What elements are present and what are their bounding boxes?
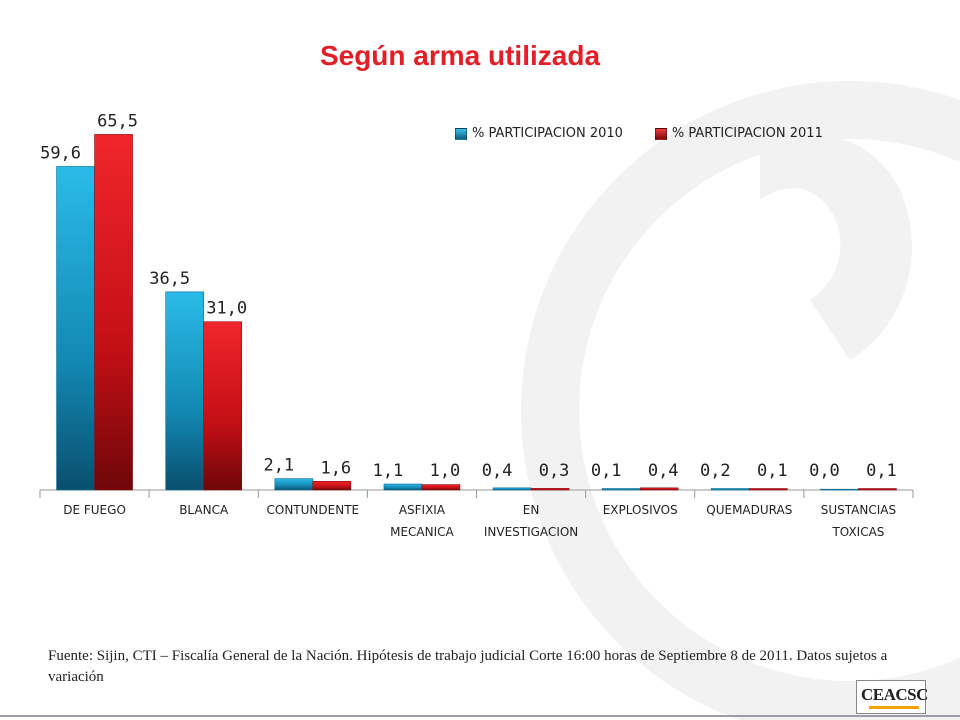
data-label-2010-0: 59,6: [40, 143, 81, 163]
category-label-4-1: INVESTIGACION: [484, 525, 578, 539]
data-label-2011-7: 0,1: [866, 461, 897, 481]
category-label-3-0: ASFIXIA: [399, 503, 446, 517]
data-label-2011-3: 1,0: [430, 461, 461, 481]
legend-label-2011: % PARTICIPACION 2011: [671, 126, 823, 141]
ceacsc-logo: CEACSC: [856, 680, 928, 714]
bar-2010-2: [274, 478, 314, 491]
bar-2010-5: [601, 488, 641, 491]
category-label-2-0: CONTUNDENTE: [267, 503, 360, 517]
data-label-2011-5: 0,4: [648, 461, 679, 481]
bar-2011-1: [203, 321, 242, 491]
bar-2011-7: [858, 488, 897, 491]
legend-item-2011: % PARTICIPACION 2011: [654, 126, 823, 141]
bar-2011-3: [421, 484, 461, 491]
bar-2010-1: [165, 291, 204, 491]
category-label-4-0: EN: [523, 503, 540, 517]
data-label-2010-7: 0,0: [809, 461, 840, 481]
data-label-2010-3: 1,1: [373, 461, 404, 481]
data-label-2011-0: 65,5: [97, 111, 138, 131]
legend-swatch-2010: [455, 127, 467, 140]
bar-2010-3: [383, 483, 423, 491]
category-label-0-0: DE FUEGO: [63, 503, 126, 517]
logo-text: CEACSC: [861, 685, 928, 704]
category-label-5-0: EXPLOSIVOS: [603, 503, 678, 517]
category-label-3-1: MECANICA: [390, 525, 454, 539]
category-label-7-1: TOXICAS: [831, 525, 884, 539]
source-note: Fuente: Sijin, CTI – Fiscalía General de…: [48, 648, 888, 685]
bar-2010-6: [711, 488, 750, 491]
category-labels: DE FUEGO BLANCA CONTUNDENTE ASFIXIA MECANICA…: [63, 503, 896, 539]
data-label-2010-6: 0,2: [700, 461, 731, 481]
category-label-7-0: SUSTANCIAS: [821, 503, 896, 517]
data-label-2010-4: 0,4: [482, 461, 513, 481]
data-label-2010-5: 0,1: [591, 461, 622, 481]
chart-title: Según arma utilizada: [319, 40, 601, 71]
chart-legend: % PARTICIPACION 2010 % PARTICIPACION 201…: [455, 126, 823, 141]
bar-2010-0: [56, 166, 95, 491]
data-label-2011-2: 1,6: [320, 458, 351, 478]
category-label-1-0: BLANCA: [179, 503, 229, 517]
legend-swatch-2011: [654, 127, 667, 140]
logo-accent-bar: [869, 706, 919, 709]
data-label-2011-1: 31,0: [206, 299, 247, 319]
bar-2011-5: [639, 487, 679, 491]
bars: [56, 134, 897, 491]
footer-divider: [0, 715, 960, 717]
data-label-2011-4: 0,3: [539, 461, 570, 481]
bar-2010-7: [820, 488, 859, 491]
bar-2010-4: [492, 487, 532, 491]
x-axis: [39, 489, 914, 498]
data-label-2010-2: 2,1: [263, 456, 294, 476]
data-label-2010-1: 36,5: [149, 269, 190, 289]
data-label-2011-6: 0,1: [757, 461, 788, 481]
legend-item-2010: % PARTICIPACION 2010: [455, 126, 623, 141]
bar-2011-0: [94, 134, 133, 491]
data-labels: 59,6 65,5 36,5 31,0 2,1 1,6 1,1 1,0 0,4 0,3 0,1 0,4…: [40, 111, 897, 481]
category-label-6-0: QUEMADURAS: [706, 503, 792, 517]
bar-2011-4: [530, 488, 570, 491]
bar-2011-6: [749, 488, 788, 491]
legend-label-2010: % PARTICIPACION 2010: [472, 126, 623, 141]
bar-2011-2: [312, 481, 352, 491]
